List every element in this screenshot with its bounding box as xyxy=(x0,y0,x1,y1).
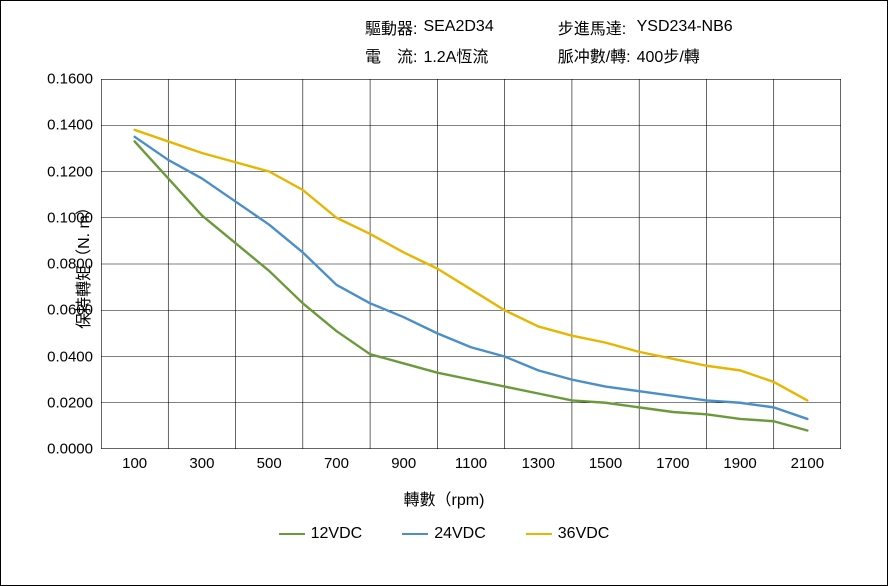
y-tick-label: 0.0400 xyxy=(47,348,93,365)
y-tick-label: 0.0600 xyxy=(47,302,93,319)
x-tick-label: 1900 xyxy=(723,455,756,472)
legend-swatch xyxy=(526,533,552,535)
legend-item: 36VDC xyxy=(526,525,610,543)
y-tick-label: 0.0800 xyxy=(47,256,93,273)
x-tick-label: 500 xyxy=(257,455,282,472)
y-tick-label: 0.0200 xyxy=(47,394,93,411)
legend-swatch xyxy=(279,533,305,535)
legend-item: 24VDC xyxy=(402,525,486,543)
current-label: 電 流: xyxy=(361,41,421,69)
y-tick-label: 0.1200 xyxy=(47,163,93,180)
pulses-label: 脈冲數/轉: xyxy=(498,41,635,69)
motor-label: 步進馬達: xyxy=(498,13,635,41)
driver-value: SEA2D34 xyxy=(421,13,497,41)
chart-frame: 驅動器: SEA2D34 步進馬達: YSD234-NB6 電 流: 1.2A恆… xyxy=(0,0,888,586)
chart-svg xyxy=(101,79,841,449)
x-tick-label: 1100 xyxy=(455,455,487,472)
current-value: 1.2A恆流 xyxy=(421,41,497,69)
driver-label: 驅動器: xyxy=(361,13,421,41)
y-tick-label: 0.1000 xyxy=(47,209,93,226)
legend-label: 24VDC xyxy=(434,525,486,543)
y-tick-label: 0.0000 xyxy=(47,441,93,458)
y-tick-label: 0.1600 xyxy=(47,71,93,88)
motor-value: YSD234-NB6 xyxy=(635,13,737,41)
x-axis-title: 轉數（rpm) xyxy=(1,486,887,510)
x-tick-label: 700 xyxy=(324,455,349,472)
header-block: 驅動器: SEA2D34 步進馬達: YSD234-NB6 電 流: 1.2A恆… xyxy=(361,13,737,69)
x-tick-label: 300 xyxy=(189,455,214,472)
x-tick-label: 2100 xyxy=(791,455,824,472)
legend-label: 12VDC xyxy=(311,525,363,543)
x-tick-label: 1300 xyxy=(522,455,555,472)
y-tick-label: 0.1400 xyxy=(47,117,93,134)
pulses-value: 400步/轉 xyxy=(635,41,737,69)
x-tick-label: 900 xyxy=(391,455,416,472)
legend: 12VDC 24VDC 36VDC xyxy=(1,525,887,543)
legend-item: 12VDC xyxy=(279,525,363,543)
legend-label: 36VDC xyxy=(558,525,610,543)
x-tick-label: 1500 xyxy=(589,455,622,472)
x-tick-label: 1700 xyxy=(656,455,689,472)
legend-swatch xyxy=(402,533,428,535)
x-tick-label: 100 xyxy=(122,455,147,472)
plot-area: 0.00000.02000.04000.06000.08000.10000.12… xyxy=(101,79,841,449)
